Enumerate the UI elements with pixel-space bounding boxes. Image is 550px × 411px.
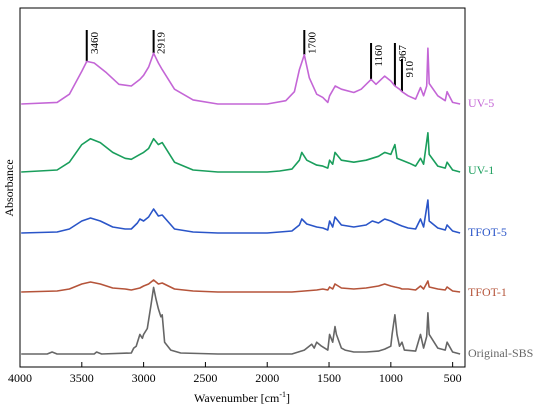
annotation-label: 967 xyxy=(397,45,409,62)
x-tick-label: 1500 xyxy=(317,371,341,385)
x-tick-label: 2500 xyxy=(193,371,217,385)
annotation-label: 1160 xyxy=(373,45,385,67)
series-labels: UV-5 UV-1 TFOT-5 TFOT-1 Original-SBS xyxy=(468,96,533,360)
series-line-uv-1 xyxy=(21,132,461,173)
series-label: UV-1 xyxy=(468,163,494,177)
series-group xyxy=(21,47,461,355)
series-line-tfot-1 xyxy=(21,279,461,293)
annotation-label: 910 xyxy=(404,61,416,78)
annotation-label: 2919 xyxy=(156,32,168,55)
x-tick-label: 500 xyxy=(444,371,462,385)
y-axis-label: Absorbance xyxy=(2,159,16,216)
series-label: TFOT-1 xyxy=(468,285,507,299)
x-tick-label: 2000 xyxy=(255,371,279,385)
series-line-uv-5 xyxy=(21,47,461,105)
series-label: Original-SBS xyxy=(468,346,533,360)
x-tick-label: 3000 xyxy=(132,371,156,385)
x-axis-label: Wavenumber [cm-1] xyxy=(194,390,290,405)
x-tick-label: 3500 xyxy=(70,371,94,385)
series-line-original-sbs xyxy=(21,286,461,355)
x-axis-ticks: 4000 3500 3000 2500 2000 1500 1000 500 xyxy=(8,362,462,385)
annotation-label: 3460 xyxy=(89,32,101,55)
series-label: UV-5 xyxy=(468,96,494,110)
x-tick-label: 1000 xyxy=(379,371,403,385)
x-axis-label-sup: -1 xyxy=(279,390,286,399)
plot-frame xyxy=(19,7,466,368)
series-label: TFOT-5 xyxy=(468,225,507,239)
annotation-label: 1700 xyxy=(306,32,318,55)
series-line-tfot-5 xyxy=(21,199,461,234)
x-tick-label: 4000 xyxy=(8,371,32,385)
x-axis-label-suffix: ] xyxy=(286,391,290,405)
x-axis-label-main: Wavenumber [cm xyxy=(194,391,280,405)
